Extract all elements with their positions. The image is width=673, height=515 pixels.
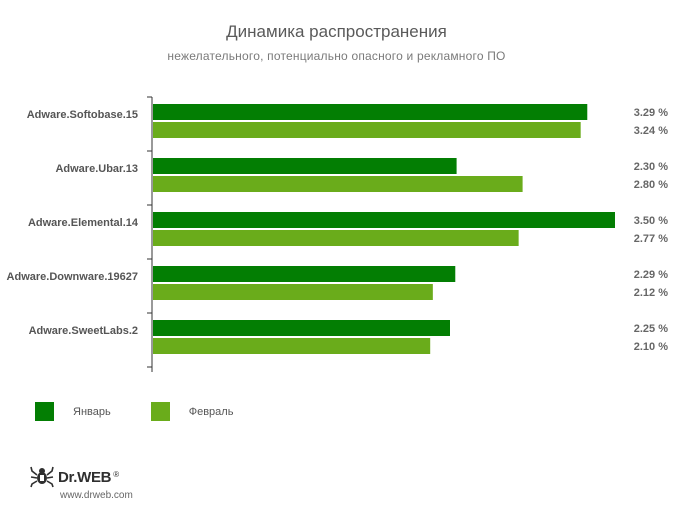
value-label: 2.30 %: [634, 161, 668, 173]
legend-item-january: Январь: [35, 402, 111, 421]
bar-february: [153, 176, 523, 192]
value-label: 2.77 %: [634, 233, 668, 245]
registered-mark: ®: [113, 469, 120, 479]
legend-swatch-january: [35, 402, 54, 421]
value-label: 3.24 %: [634, 125, 668, 137]
value-label: 2.12 %: [634, 287, 668, 299]
spider-logo-icon: [30, 466, 54, 488]
chart-subtitle: нежелательного, потенциально опасного и …: [167, 49, 506, 63]
bar-january: [153, 266, 456, 282]
category-label: Adware.Elemental.14: [28, 217, 139, 229]
value-label: 2.80 %: [634, 179, 668, 191]
category-label: Adware.Ubar.13: [55, 163, 138, 175]
legend-label-february: Февраль: [188, 405, 234, 418]
category-label: Adware.SweetLabs.2: [29, 325, 138, 337]
drweb-logo: Dr.WEB ® www.drweb.com: [30, 466, 133, 501]
logo-brand-text: Dr.WEB: [58, 468, 112, 486]
value-label: 2.29 %: [634, 269, 668, 281]
bar-february: [153, 230, 519, 246]
value-label: 3.50 %: [634, 215, 668, 227]
bar-february: [153, 338, 431, 354]
value-label: 2.25 %: [634, 323, 668, 335]
value-label: 2.10 %: [634, 341, 668, 353]
bar-january: [153, 212, 615, 228]
bar-january: [153, 320, 450, 336]
bar-january: [153, 104, 588, 120]
legend-item-february: Февраль: [150, 402, 234, 421]
value-label: 3.29 %: [634, 107, 668, 119]
bar-february: [153, 122, 581, 138]
category-label: Adware.Downware.19627: [7, 271, 138, 283]
legend-label-january: Январь: [73, 405, 111, 418]
logo-url: www.drweb.com: [60, 490, 133, 501]
bar-january: [153, 158, 457, 174]
bar-chart: Adware.Softobase.15 3.29 % 3.24 % Adware.Ub…: [7, 96, 668, 372]
legend-swatch-february: [150, 402, 170, 421]
legend: Январь Февраль: [35, 402, 273, 421]
chart-title: Динамика распространения: [226, 22, 447, 41]
bar-february: [153, 284, 433, 300]
category-label: Adware.Softobase.15: [27, 109, 138, 121]
